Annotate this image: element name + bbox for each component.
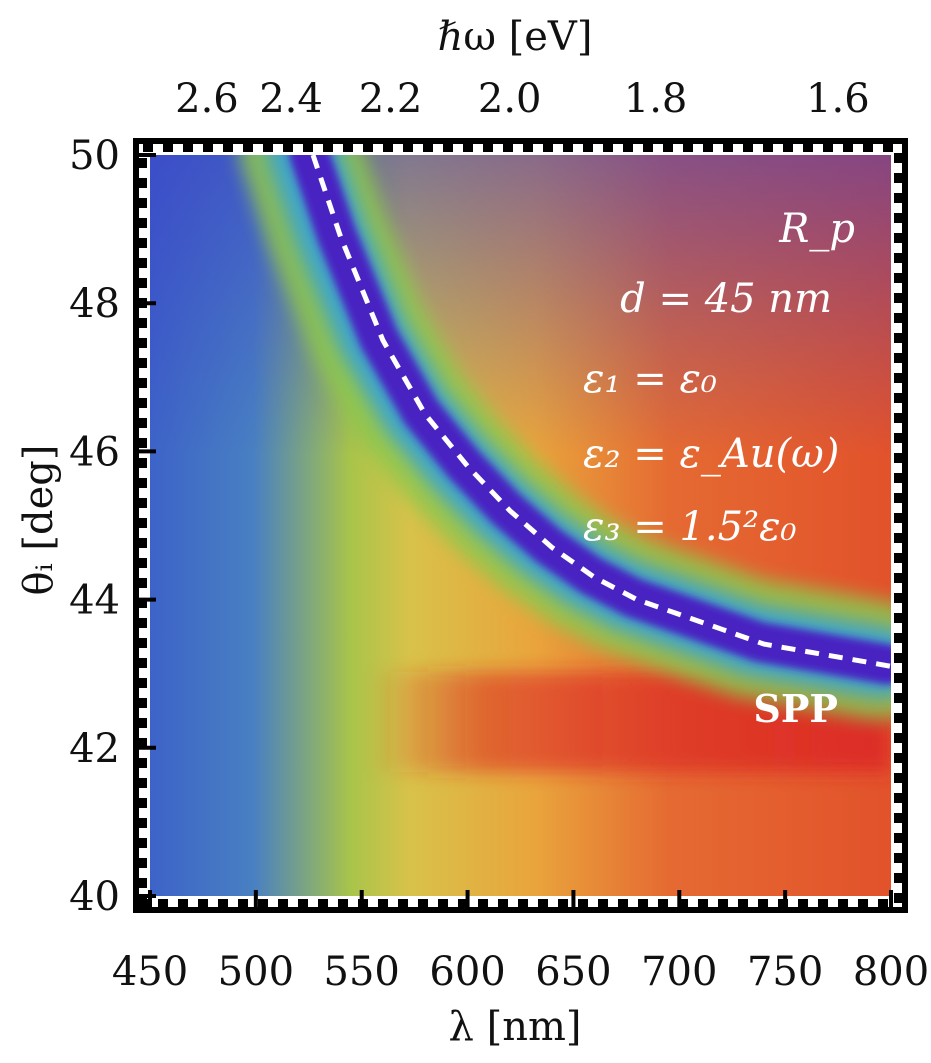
x-tick-label: 450 [112,949,188,995]
top-tick-label: 1.8 [624,76,688,122]
top-tick-label: 2.0 [478,76,542,122]
top-axis-tick-labels: 2.6 2.4 2.2 2.0 1.8 1.6 [175,76,870,122]
x-tick-label: 500 [218,949,294,995]
frame-outer [133,138,908,913]
y-tick-label: 42 [69,726,120,772]
top-tick-label: 1.6 [806,76,870,122]
annotation-spp: SPP [753,686,838,731]
y-tick-label: 46 [69,429,120,475]
y-axis-label: θᵢ [deg] [16,445,62,596]
y-tick-label: 50 [69,133,120,179]
x-axis-label: λ [nm] [449,1004,582,1050]
y-axis-tick-labels: 40 42 44 46 48 50 [69,133,120,920]
annotation-rp: R_p [778,206,855,252]
x-tick-label: 750 [747,949,823,995]
top-tick-label: 2.4 [259,76,323,122]
x-tick-label: 700 [641,949,717,995]
top-tick-label: 2.2 [359,76,423,122]
top-axis-label: ℏω [eV] [438,14,593,60]
annotation-eps2: ε₂ = ε_Au(ω) [583,431,839,477]
x-tick-label: 600 [429,949,505,995]
y-tick-label: 44 [69,578,120,624]
spp-dispersion-curve [310,155,891,669]
annotation-eps1: ε₁ = ε₀ [583,356,717,402]
annotation-eps3: ε₃ = 1.5²ε₀ [583,504,797,550]
x-tick-label: 800 [853,949,929,995]
annotation-thickness: d = 45 nm [620,276,832,322]
frame-dashed [139,144,902,907]
axis-ticks [136,153,893,910]
y-tick-label: 40 [69,874,120,920]
y-tick-label: 48 [69,281,120,327]
x-tick-label: 650 [535,949,611,995]
plot-frame [133,138,908,913]
x-axis-tick-labels: 450 500 550 600 650 700 750 800 [112,949,929,995]
x-tick-label: 550 [324,949,400,995]
top-tick-label: 2.6 [175,76,239,122]
heatmap-plot-area [150,155,891,896]
